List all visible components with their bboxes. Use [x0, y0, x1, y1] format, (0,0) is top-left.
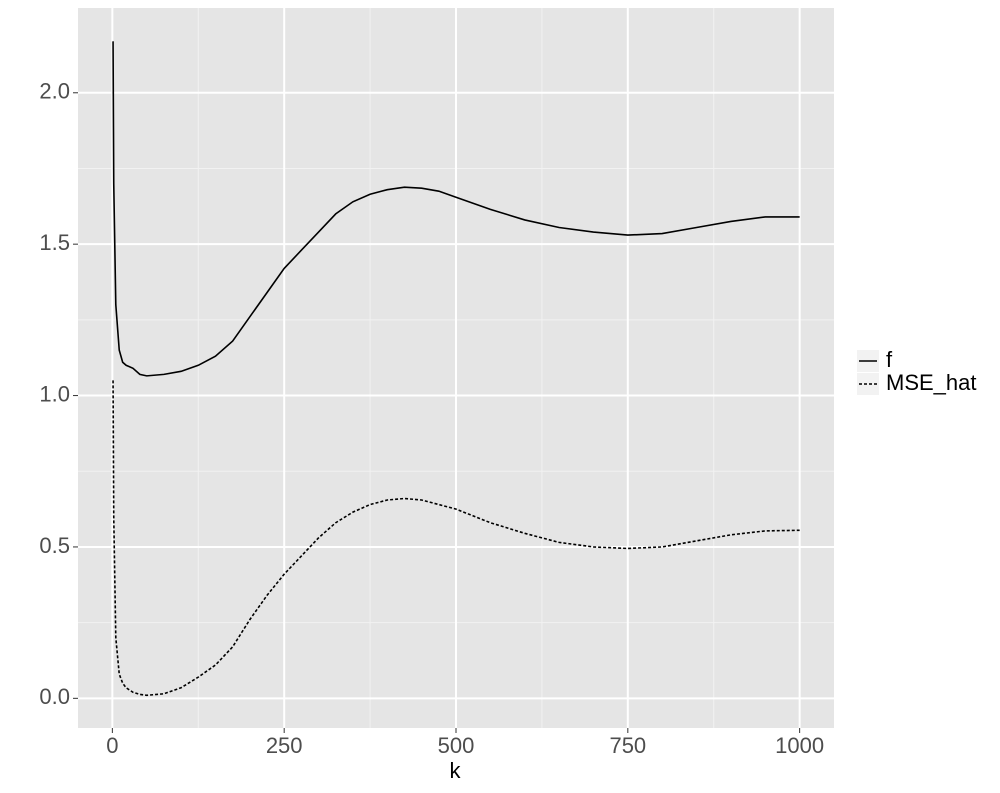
y-tick-label: 0.0 [39, 684, 70, 709]
y-tick-label: 1.5 [39, 230, 70, 255]
x-tick-label: 250 [266, 733, 303, 758]
legend-label: f [886, 347, 893, 372]
x-axis-title: k [450, 758, 462, 783]
x-tick-label: 0 [106, 733, 118, 758]
y-tick-label: 0.5 [39, 533, 70, 558]
legend-label: MSE_hat [886, 370, 977, 395]
x-tick-label: 1000 [775, 733, 824, 758]
x-tick-label: 500 [438, 733, 475, 758]
legend-key [857, 373, 879, 395]
line-series [112, 380, 800, 697]
x-tick-label: 750 [609, 733, 646, 758]
y-tick-label: 2.0 [39, 79, 70, 104]
y-tick-label: 1.0 [39, 381, 70, 406]
line-series [112, 41, 800, 377]
